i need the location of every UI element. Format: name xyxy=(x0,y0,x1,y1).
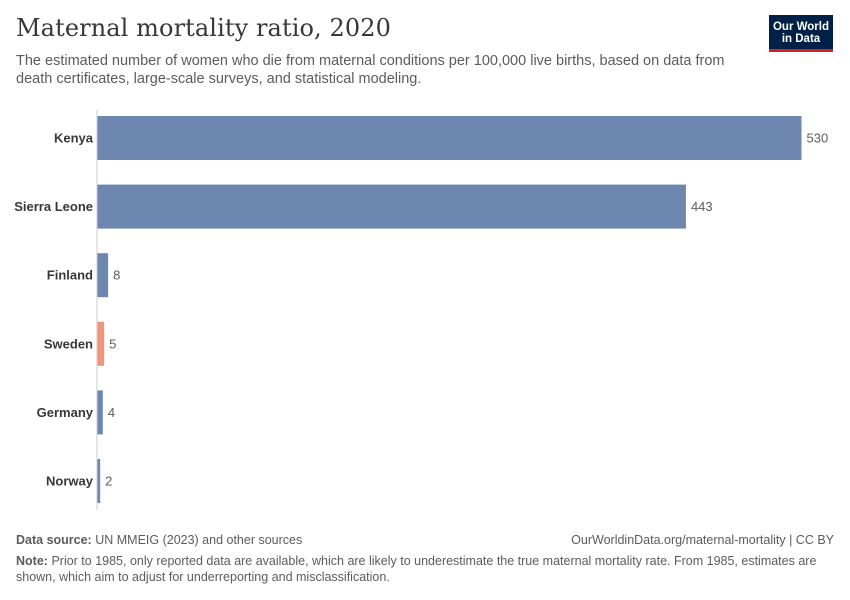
owid-logo[interactable]: Our World in Data xyxy=(769,15,833,52)
value-label: 8 xyxy=(113,268,120,283)
category-label: Germany xyxy=(37,405,94,420)
data-source-link[interactable]: UN MMEIG (2023) and other sources xyxy=(95,533,303,547)
note-text: Prior to 1985, only reported data are av… xyxy=(16,554,817,584)
value-label: 443 xyxy=(691,199,713,214)
bar-finland[interactable] xyxy=(97,253,109,298)
bar-norway[interactable] xyxy=(97,459,101,503)
bar-sweden[interactable] xyxy=(97,321,105,366)
logo-line-2: in Data xyxy=(781,33,821,45)
chart-note: Note: Prior to 1985, only reported data … xyxy=(16,553,834,585)
value-label: 5 xyxy=(109,336,116,351)
note-label: Note: xyxy=(16,554,48,568)
category-label: Sierra Leone xyxy=(14,199,93,214)
source-url-link[interactable]: OurWorldinData.org/maternal-mortality | … xyxy=(571,533,834,547)
value-label: 4 xyxy=(108,405,115,420)
chart-title: Maternal mortality ratio, 2020 xyxy=(16,14,391,42)
category-label: Norway xyxy=(46,474,94,489)
category-label: Kenya xyxy=(54,131,94,146)
bar-chart: Kenya 530 Sierra Leone 443 Finland 8 Sweden 5 Ge… xyxy=(14,110,829,510)
data-source: Data source: UN MMEIG (2023) and other s… xyxy=(16,533,834,547)
category-label: Finland xyxy=(47,268,93,283)
bar-germany[interactable] xyxy=(97,390,103,435)
chart-subtitle: The estimated number of women who die fr… xyxy=(16,53,725,87)
value-label: 2 xyxy=(105,474,112,489)
value-label: 530 xyxy=(807,131,829,146)
logo-line-1: Our World xyxy=(772,21,829,33)
data-source-label: Data source: xyxy=(16,533,92,547)
bar-kenya[interactable] xyxy=(97,116,802,160)
bar-sierra-leone[interactable] xyxy=(97,184,686,229)
category-label: Sweden xyxy=(44,336,93,351)
